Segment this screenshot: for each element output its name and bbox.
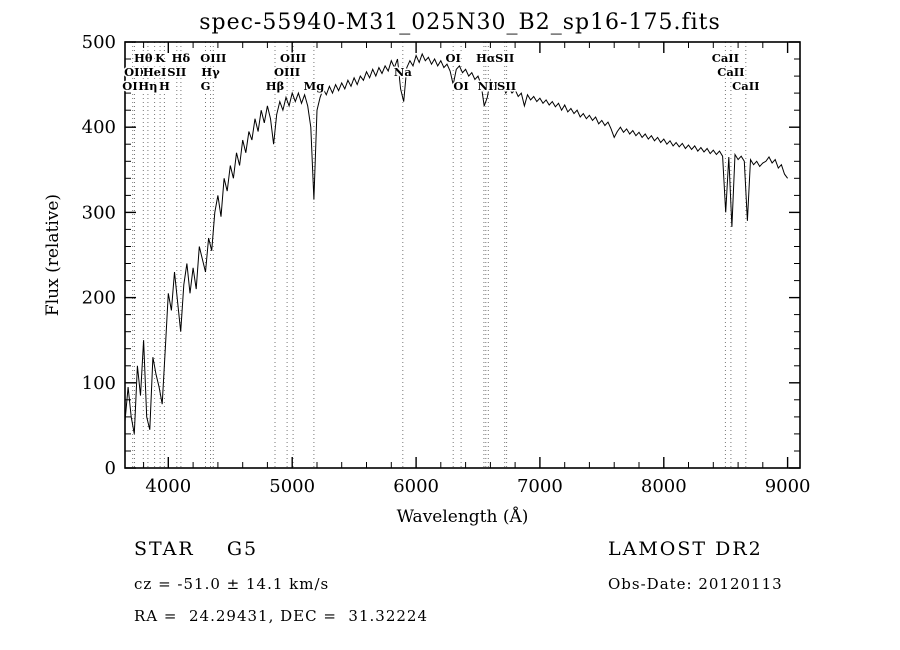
x-tick-label: 5000 (269, 476, 315, 497)
line-label: OII (122, 79, 143, 93)
line-label: OI (453, 79, 468, 93)
line-label: SII (497, 79, 516, 93)
line-label: Hη (138, 79, 157, 93)
line-label: K (155, 51, 166, 65)
y-tick-label: 500 (82, 32, 116, 53)
line-label: Hβ (266, 79, 285, 93)
line-label: CaII (712, 51, 739, 65)
y-tick-label: 300 (82, 202, 116, 223)
y-tick-label: 0 (105, 458, 116, 479)
y-tick-label: 400 (82, 117, 116, 138)
object-class-label: STAR G5 (134, 538, 259, 560)
x-tick-label: 9000 (765, 476, 811, 497)
line-label: SII (495, 51, 514, 65)
ra-dec-coords: RA = 24.29431, DEC = 31.32224 (134, 607, 429, 625)
y-tick-label: 200 (82, 288, 116, 309)
x-axis-label: Wavelength (Å) (397, 506, 529, 527)
line-label: NII (478, 79, 499, 93)
x-tick-label: 4000 (145, 476, 191, 497)
plot-title: spec-55940-M31_025N30_B2_sp16-175.fits (199, 10, 721, 35)
line-label: Na (394, 65, 413, 79)
obs-date: Obs-Date: 20120113 (608, 575, 783, 593)
line-label: Hα (476, 51, 496, 65)
line-label: SII (167, 65, 186, 79)
line-label: Hθ (134, 51, 153, 65)
spectrum-plot: 4000 5000 6000 7000 8000 9000 0 100 200 300 400 500… (43, 32, 811, 527)
cz-value: cz = -51.0 ± 14.1 km/s (134, 575, 330, 593)
survey-label: LAMOST DR2 (608, 538, 763, 560)
line-label: OII (124, 65, 145, 79)
line-label: G (201, 79, 211, 93)
line-label: Hγ (201, 65, 220, 79)
y-tick-label: 100 (82, 373, 116, 394)
line-label: CaII (732, 79, 759, 93)
plot-frame (124, 41, 801, 469)
line-label: Hδ (172, 51, 191, 65)
x-tick-label: 6000 (393, 476, 439, 497)
line-label: Mg (304, 79, 325, 93)
line-label: CaII (717, 65, 744, 79)
line-label: OIII (200, 51, 226, 65)
y-axis-label: Flux (relative) (43, 194, 63, 316)
line-label: OIII (280, 51, 306, 65)
x-tick-label: 8000 (641, 476, 687, 497)
spectrum-trace (124, 52, 789, 434)
line-label: HeI (143, 65, 167, 79)
line-label: OI (445, 51, 460, 65)
line-label: OIII (274, 65, 300, 79)
x-tick-label: 7000 (517, 476, 563, 497)
line-label: H (159, 79, 170, 93)
